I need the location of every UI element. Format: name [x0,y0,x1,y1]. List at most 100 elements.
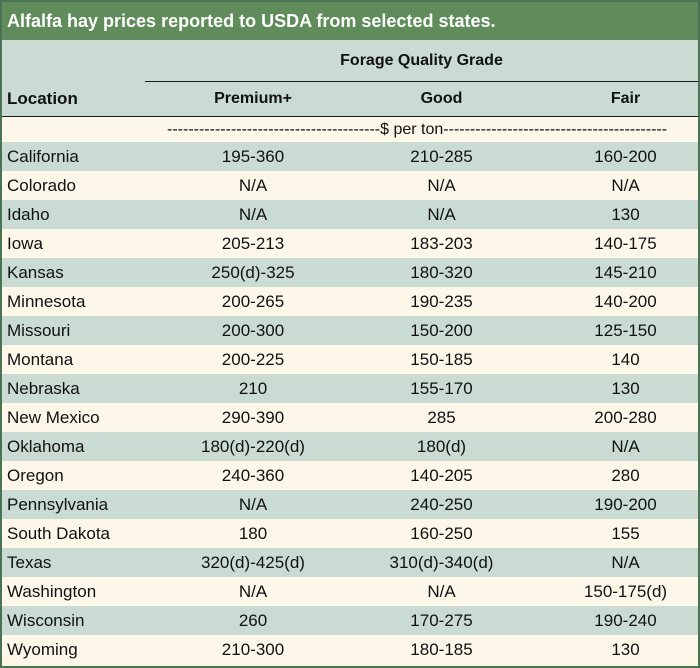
good-price-cell: 180-320 [410,262,473,282]
premium-price-cell: 210-300 [221,639,285,659]
table-body: California 195-360 210-285 160-200 Colorado N… [2,142,698,664]
fair-price-cell: 130 [611,204,640,224]
fair-price-cell: N/A [611,175,640,195]
table-row: Oregon 240-360 140-205 280 [2,461,698,490]
good-price-cell: 170-275 [410,610,473,630]
location-cell: Oklahoma [7,436,85,456]
fair-price-cell: 155 [611,523,640,543]
header-divider [145,81,698,82]
good-price-cell: 183-203 [410,233,473,253]
fair-price-cell: 130 [611,639,640,659]
location-cell: South Dakota [7,523,111,543]
fair-price-cell: 200-280 [594,407,657,427]
good-price-cell: 180-185 [410,639,473,659]
premium-price-cell: 200-300 [221,320,285,340]
good-price-cell: 310(d)-340(d) [389,552,494,572]
fair-price-cell: 140-175 [594,233,657,253]
good-price-cell: 210-285 [410,146,473,166]
fair-price-cell: 140-200 [594,291,657,311]
premium-price-cell: N/A [238,204,268,224]
fair-price-cell: 190-200 [594,494,657,514]
location-cell: Kansas [7,262,64,282]
good-price-cell: 285 [427,407,456,427]
table-title: Alfalfa hay prices reported to USDA from… [2,2,698,40]
table-row: Idaho N/A N/A 130 [2,200,698,229]
table-row: Colorado N/A N/A N/A [2,171,698,200]
table-row: Nebraska 210 155-170 130 [2,374,698,403]
fair-price-cell: 145-210 [594,262,657,282]
table-row: Texas 320(d)-425(d) 310(d)-340(d) N/A [2,548,698,577]
good-price-cell: 240-250 [410,494,473,514]
premium-price-cell: 290-390 [221,407,285,427]
header-bottom-rule [2,116,698,117]
location-cell: California [7,146,79,166]
premium-price-cell: 205-213 [221,233,285,253]
table-row: South Dakota 180 160-250 155 [2,519,698,548]
fair-price-cell: 150-175(d) [583,581,668,601]
good-price-cell: 160-250 [410,523,473,543]
table-row: Kansas 250(d)-325 180-320 145-210 [2,258,698,287]
premium-price-cell: 195-360 [221,146,285,166]
location-cell: Idaho [7,204,50,224]
location-cell: Montana [7,349,74,369]
table-row: Wyoming 210-300 180-185 130 [2,635,698,664]
location-cell: Wyoming [7,639,78,659]
premium-price-cell: N/A [238,494,268,514]
good-price-cell: 190-235 [410,291,473,311]
good-price-cell: N/A [427,175,456,195]
table-row: Wisconsin 260 170-275 190-240 [2,606,698,635]
location-cell: Missouri [7,320,71,340]
premium-price-cell: N/A [238,581,268,601]
fair-price-cell: 125-150 [594,320,657,340]
table-row: Washington N/A N/A 150-175(d) [2,577,698,606]
premium-price-cell: N/A [238,175,268,195]
location-cell: Pennsylvania [7,494,109,514]
fair-price-cell: 130 [611,378,640,398]
premium-column-header: Premium+ [214,90,292,107]
location-cell: Texas [7,552,52,572]
location-cell: Colorado [7,175,76,195]
location-cell: Oregon [7,465,64,485]
premium-price-cell: 200-265 [221,291,285,311]
fair-column-header: Fair [610,90,641,107]
good-price-cell: 150-200 [410,320,473,340]
fair-price-cell: N/A [611,436,640,456]
good-column-header: Good [420,90,463,107]
table-row: Iowa 205-213 183-203 140-175 [2,229,698,258]
premium-price-cell: 200-225 [221,349,285,369]
fair-price-cell: 140 [611,349,640,369]
good-price-cell: 155-170 [410,378,473,398]
table-row: Minnesota 200-265 190-235 140-200 [2,287,698,316]
premium-price-cell: 250(d)-325 [211,262,295,282]
premium-price-cell: 180 [238,523,268,543]
table-header: Forage Quality Grade Location Premium+ G… [2,40,698,116]
fair-price-cell: 160-200 [594,146,657,166]
table-row: California 195-360 210-285 160-200 [2,142,698,171]
table-row: Oklahoma 180(d)-220(d) 180(d) N/A [2,432,698,461]
location-cell: Wisconsin [7,610,85,630]
good-price-cell: N/A [427,204,456,224]
premium-price-cell: 260 [238,610,268,630]
good-price-cell: 150-185 [410,349,473,369]
premium-price-cell: 240-360 [221,465,285,485]
location-cell: New Mexico [7,407,100,427]
location-cell: Minnesota [7,291,86,311]
table-row: New Mexico 290-390 285 200-280 [2,403,698,432]
table-row: Missouri 200-300 150-200 125-150 [2,316,698,345]
premium-price-cell: 210 [238,378,268,398]
units-row: ----------------------------------------… [2,117,698,142]
table-row: Montana 200-225 150-185 140 [2,345,698,374]
good-price-cell: N/A [427,581,456,601]
location-column-header: Location [7,89,78,108]
location-cell: Nebraska [7,378,80,398]
table-row: Pennsylvania N/A 240-250 190-200 [2,490,698,519]
fair-price-cell: 190-240 [594,610,657,630]
fair-price-cell: N/A [611,552,640,572]
location-cell: Iowa [7,233,43,253]
location-cell: Washington [7,581,97,601]
forage-quality-grade-heading: Forage Quality Grade [340,52,503,69]
fair-price-cell: 280 [611,465,640,485]
good-price-cell: 140-205 [410,465,473,485]
premium-price-cell: 320(d)-425(d) [201,552,305,572]
